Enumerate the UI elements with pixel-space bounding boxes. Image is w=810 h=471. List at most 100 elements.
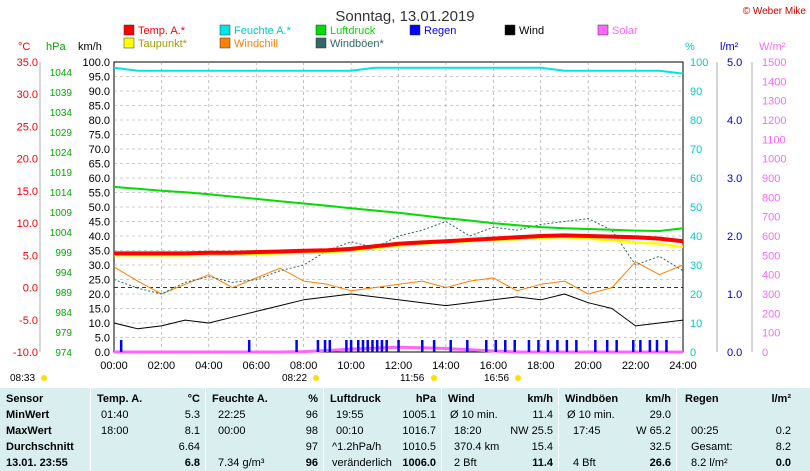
tick-label-solar: 1100 bbox=[762, 134, 786, 146]
stats-unit: l/m² bbox=[771, 393, 791, 405]
rain-bar bbox=[323, 340, 327, 352]
tick-label-speed: 30.0 bbox=[89, 260, 110, 272]
tick-label-solar: 1200 bbox=[762, 115, 786, 127]
stats-value: 8.1 bbox=[184, 425, 200, 437]
tick-label-temp: 15.0 bbox=[17, 186, 38, 198]
rain-bar bbox=[380, 340, 384, 352]
axis-ticks: 35.0 30.0 25.0 20.0 15.0 10.0 5.0 0.0 -5.0 -10.0 1… bbox=[13, 57, 787, 372]
tick-label-time: 18:00 bbox=[527, 360, 555, 372]
sun-time-label: 11:56 bbox=[400, 373, 425, 384]
tick-label-time: 08:00 bbox=[290, 360, 318, 372]
stats-row-label: MaxWert bbox=[6, 425, 52, 437]
tick-label-speed: 40.0 bbox=[89, 231, 110, 243]
stats-value: 97 bbox=[305, 441, 318, 453]
plot-grid bbox=[113, 61, 684, 353]
unit-rain: l/m² bbox=[720, 41, 739, 53]
rain-bar bbox=[494, 340, 498, 352]
tick-label-solar: 500 bbox=[762, 250, 780, 262]
stats-value: 1016.7 bbox=[402, 425, 436, 437]
stats-unit: km/h bbox=[527, 393, 553, 405]
tick-label-temp: -10.0 bbox=[13, 347, 38, 359]
series-line-windchill bbox=[113, 261, 684, 295]
stats-header: Wind bbox=[448, 393, 475, 405]
legend-label: Regen bbox=[424, 25, 456, 37]
stats-value: 1005.1 bbox=[402, 409, 436, 421]
rain-bar bbox=[316, 340, 320, 352]
tick-label-temp: 25.0 bbox=[17, 121, 38, 133]
tick-label-press: 999 bbox=[55, 248, 72, 259]
stats-value: 29.0 bbox=[649, 409, 671, 421]
tick-label-hum: 10 bbox=[690, 318, 702, 330]
legend-label: Solar bbox=[612, 25, 638, 37]
legend-label: Luftdruck bbox=[330, 25, 376, 37]
tick-label-speed: 0.0 bbox=[95, 347, 110, 359]
stats-header: Regen bbox=[685, 393, 719, 405]
tick-label-time: 06:00 bbox=[242, 360, 270, 372]
chart-title: Sonntag, 13.01.2019 bbox=[335, 8, 474, 25]
sun-icon bbox=[515, 375, 521, 381]
tick-label-press: 1044 bbox=[50, 68, 73, 79]
legend-label: Taupunkt* bbox=[138, 38, 188, 50]
tick-label-press: 994 bbox=[55, 268, 72, 279]
tick-label-solar: 1000 bbox=[762, 154, 786, 166]
tick-label-temp: 0.0 bbox=[23, 283, 38, 295]
tick-label-rain: 2.0 bbox=[727, 231, 742, 243]
tick-label-speed: 5.0 bbox=[95, 333, 110, 345]
rain-bar bbox=[594, 340, 597, 352]
stats-value: 32.5 bbox=[649, 441, 671, 453]
rain-bar bbox=[295, 340, 298, 352]
tick-label-solar: 400 bbox=[762, 270, 780, 282]
rain-bar bbox=[375, 340, 379, 352]
stats-time: 01:40 bbox=[101, 409, 129, 421]
rain-bar bbox=[371, 340, 374, 352]
stats-total: 8.2 l/m² bbox=[691, 457, 728, 469]
tick-label-solar: 0 bbox=[762, 347, 768, 359]
stats-current: 96 bbox=[305, 457, 318, 469]
stats-time: 18:20 bbox=[454, 425, 482, 437]
tick-label-time: 24:00 bbox=[669, 360, 697, 372]
tick-label-time: 22:00 bbox=[622, 360, 650, 372]
rain-bar bbox=[349, 340, 353, 352]
stats-unit: hPa bbox=[415, 393, 436, 405]
legend-label: Temp. A.* bbox=[138, 25, 186, 37]
stats-value: 15.4 bbox=[531, 441, 553, 453]
legend-label: Wind bbox=[519, 25, 544, 37]
stats-unit: km/h bbox=[645, 393, 671, 405]
rain-bar bbox=[247, 340, 251, 352]
tick-label-solar: 100 bbox=[762, 328, 780, 340]
stats-time: 00:00 bbox=[218, 425, 246, 437]
rain-bar bbox=[466, 340, 469, 352]
stats-forecast: veränderlich bbox=[332, 457, 392, 469]
stats-col-rain: Regen l/m² 00:25 0.2 Gesamt: 8.2 8.2 l/m… bbox=[676, 388, 797, 471]
tick-label-rain: 1.0 bbox=[727, 289, 742, 301]
stats-col-sensor: Sensor MinWert MaxWert Durchschnitt 13.0… bbox=[0, 388, 90, 471]
tick-label-temp: 10.0 bbox=[17, 218, 38, 230]
legend-swatch bbox=[315, 37, 327, 49]
rain-bar bbox=[565, 340, 569, 352]
stats-current: 6.8 bbox=[184, 457, 200, 469]
legend-swatch bbox=[409, 24, 421, 36]
stats-value: 0.2 bbox=[775, 425, 791, 437]
tick-label-press: 1004 bbox=[50, 228, 73, 239]
tick-label-time: 16:00 bbox=[480, 360, 508, 372]
rain-bar bbox=[421, 340, 424, 352]
tick-label-speed: 55.0 bbox=[89, 188, 110, 200]
stats-row-label: Durchschnitt bbox=[6, 441, 74, 453]
rain-bar bbox=[385, 340, 388, 352]
stats-row-label: 13.01. 23:55 bbox=[6, 457, 68, 469]
rain-bar bbox=[513, 340, 516, 352]
tick-label-speed: 100.0 bbox=[82, 57, 110, 69]
stats-time: 19:55 bbox=[336, 409, 364, 421]
tick-label-press: 1009 bbox=[50, 208, 73, 219]
rain-bar bbox=[639, 340, 642, 352]
tick-label-hum: 80 bbox=[690, 115, 702, 127]
weather-chart: Sonntag, 13.01.2019 © Weber Mike Temp. A… bbox=[10, 6, 806, 384]
series-line-feuchte-a bbox=[113, 66, 684, 75]
tick-label-press: 989 bbox=[55, 288, 72, 299]
tick-label-temp: 20.0 bbox=[17, 154, 38, 166]
tick-label-press: 1014 bbox=[50, 188, 73, 199]
tick-label-speed: 15.0 bbox=[89, 304, 110, 316]
tick-label-press: 1029 bbox=[50, 128, 73, 139]
tick-label-solar: 1300 bbox=[762, 96, 786, 108]
stats-time: 18:00 bbox=[101, 425, 129, 437]
